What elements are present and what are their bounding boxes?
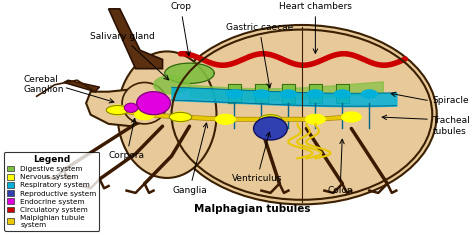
Text: Malphagian tubules: Malphagian tubules [194,204,310,214]
Circle shape [135,110,155,120]
Ellipse shape [106,106,129,115]
Ellipse shape [137,92,170,115]
Polygon shape [165,63,214,83]
Text: Salivary gland: Salivary gland [90,32,169,80]
Polygon shape [309,84,322,103]
Circle shape [280,90,297,98]
Polygon shape [228,84,241,103]
Circle shape [253,90,270,98]
Polygon shape [64,80,100,92]
Polygon shape [282,84,295,103]
Text: Gastric caecae: Gastric caecae [226,23,293,88]
Text: Cerebal
Ganglion: Cerebal Ganglion [23,75,64,94]
Circle shape [227,90,243,98]
Text: Heart chambers: Heart chambers [279,2,352,53]
Ellipse shape [124,103,138,112]
Ellipse shape [167,25,437,204]
Legend: Digestive system, Nervous system, Respiratory system, Reproductive system, Endoc: Digestive system, Nervous system, Respir… [4,152,100,231]
Circle shape [108,105,128,115]
Ellipse shape [169,112,192,121]
Circle shape [171,112,191,122]
Text: Ventriculus: Ventriculus [232,132,282,184]
Text: Corpora: Corpora [109,118,145,161]
Circle shape [307,90,323,98]
Circle shape [361,90,377,98]
Circle shape [261,114,280,124]
Ellipse shape [122,82,167,124]
Text: Tracheal
tubules: Tracheal tubules [432,117,470,136]
Circle shape [341,112,361,122]
Circle shape [305,114,325,124]
Polygon shape [109,9,163,69]
Ellipse shape [118,51,217,178]
Text: Spiracle: Spiracle [432,96,469,105]
Polygon shape [255,84,268,103]
Polygon shape [154,76,190,94]
Text: Colon: Colon [327,139,353,195]
Circle shape [334,90,350,98]
Polygon shape [86,89,149,126]
Text: Ganglia: Ganglia [172,123,208,195]
Ellipse shape [254,117,287,140]
Circle shape [216,114,236,124]
Polygon shape [336,84,349,103]
Ellipse shape [259,115,282,124]
Text: Crop: Crop [170,2,191,56]
